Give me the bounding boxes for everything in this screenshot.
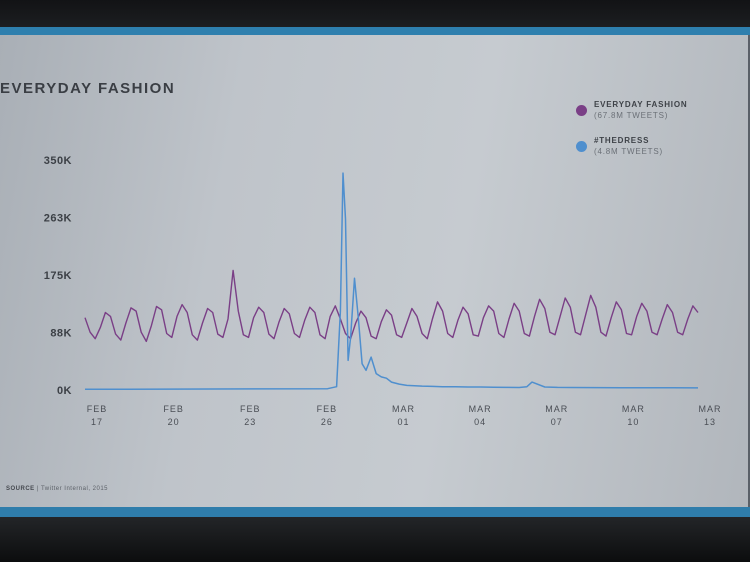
- x-tick-month: FEB: [317, 404, 338, 414]
- legend-swatch-thedress: [576, 141, 587, 152]
- x-tick-day: 10: [627, 417, 639, 427]
- x-tick-day: 20: [168, 417, 180, 427]
- legend-count: (67.8M TWEETS): [594, 111, 669, 120]
- x-tick-day: 04: [474, 417, 486, 427]
- y-tick-label: 263K: [44, 213, 72, 225]
- legend-count: (4.8M TWEETS): [594, 147, 663, 156]
- x-tick-month: MAR: [392, 404, 415, 414]
- y-tick-label: 175K: [44, 270, 72, 282]
- x-tick-month: MAR: [699, 404, 722, 414]
- y-axis: 0K 88K 175K 263K 350K: [44, 155, 72, 397]
- x-tick-month: MAR: [545, 404, 568, 414]
- x-tick-month: MAR: [469, 404, 492, 414]
- legend-label: EVERYDAY FASHION: [594, 100, 688, 109]
- x-tick-month: MAR: [622, 404, 645, 414]
- chart-title: EVERYDAY FASHION: [0, 80, 176, 97]
- x-tick-month: FEB: [87, 404, 108, 414]
- x-tick-day: 01: [397, 417, 409, 427]
- series-line-everyday-fashion: [84, 269, 699, 343]
- x-axis: FEB 17 FEB 20 FEB 23 FEB 26 MAR 01 MAR 04 MAR 07 MAR 10…: [87, 404, 722, 427]
- y-tick-label: 88K: [50, 328, 72, 340]
- source-note: SOURCE | Twitter Internal, 2015: [6, 486, 108, 492]
- legend-label: #THEDRESS: [594, 136, 650, 145]
- plot-area: [84, 172, 699, 391]
- x-tick-month: FEB: [163, 404, 184, 414]
- legend-swatch-everyday-fashion: [576, 105, 587, 116]
- series-line-thedress: [84, 172, 699, 391]
- background-bottom: [0, 517, 750, 562]
- x-tick-month: FEB: [240, 404, 261, 414]
- background-top: [0, 0, 750, 30]
- x-tick-day: 13: [704, 417, 716, 427]
- x-tick-day: 23: [244, 417, 256, 427]
- x-tick-day: 26: [321, 417, 333, 427]
- source-label: SOURCE: [6, 486, 35, 492]
- projection-screen: [0, 35, 750, 513]
- x-tick-day: 17: [91, 417, 103, 427]
- y-tick-label: 0K: [57, 385, 72, 397]
- x-tick-day: 07: [551, 417, 563, 427]
- screen-border-bottom: [0, 507, 750, 517]
- source-text: Twitter Internal, 2015: [40, 486, 108, 492]
- y-tick-label: 350K: [44, 155, 72, 167]
- screen-border-top: [0, 27, 750, 35]
